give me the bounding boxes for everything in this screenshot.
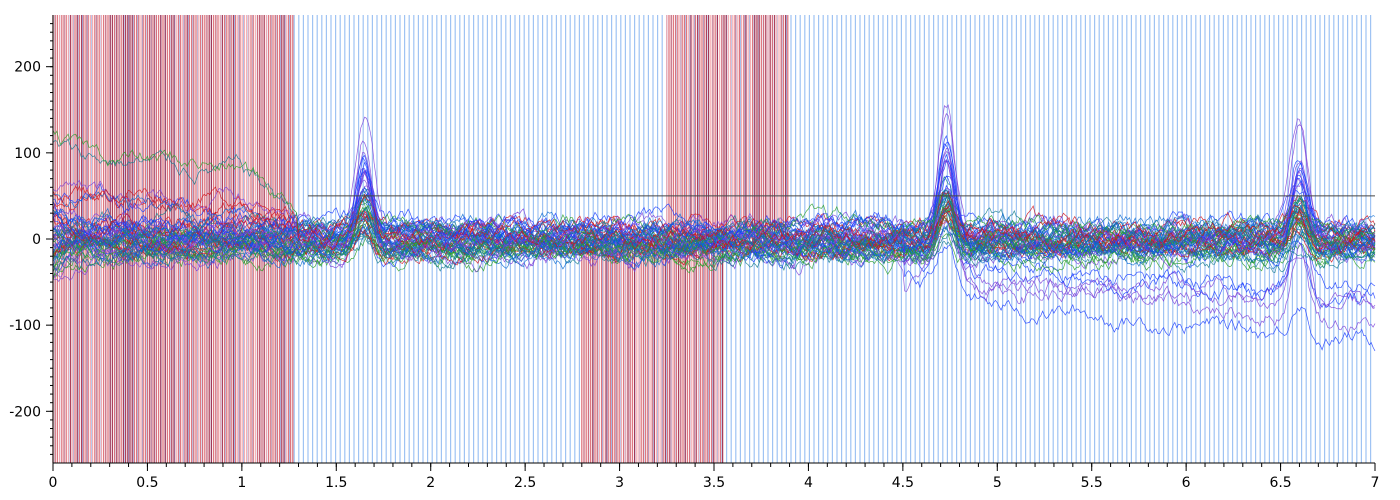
x-tick-label: 5.5	[1081, 475, 1103, 491]
signal-series-line	[52, 195, 1376, 251]
x-tick-label: 0.5	[136, 475, 158, 491]
x-tick-label: 6.5	[1269, 475, 1291, 491]
x-tick-label: 5	[993, 475, 1002, 491]
signal-series-line	[52, 187, 1376, 257]
x-tick-label: 7	[1371, 475, 1380, 491]
x-tick-label: 2	[426, 475, 435, 491]
x-tick-label: 6	[1182, 475, 1191, 491]
signal-traces	[52, 104, 1376, 352]
signal-series-line	[52, 189, 1376, 265]
y-tick-label: 0	[32, 232, 41, 248]
x-tick-label: 2.5	[514, 475, 536, 491]
axes: 0 0.5 1 1.5 2 2.5 3 3.5 4 4.5 5 5.5 6 6.5 7 200 100 0 -100…	[9, 15, 1379, 491]
signal-series-line	[52, 129, 1376, 246]
y-tick-label: 200	[14, 60, 41, 76]
x-tick-label: 3	[615, 475, 624, 491]
y-tick-label: -200	[9, 404, 41, 420]
x-tick-label: 1	[237, 475, 246, 491]
x-tick-label: 0	[49, 475, 58, 491]
x-tick-label: 4.5	[892, 475, 914, 491]
signal-series-line	[52, 182, 1376, 262]
signal-series-line	[52, 200, 1376, 250]
signal-series-line	[52, 185, 1376, 255]
signal-series-line	[52, 223, 1376, 270]
y-tick-label: -100	[9, 318, 41, 334]
x-tick-label: 3.5	[703, 475, 725, 491]
y-tick-label: 100	[14, 146, 41, 162]
x-tick-label: 4	[804, 475, 813, 491]
x-tick-label: 1.5	[325, 475, 347, 491]
signal-series-line	[52, 158, 1376, 278]
signal-series-line	[52, 233, 1376, 273]
